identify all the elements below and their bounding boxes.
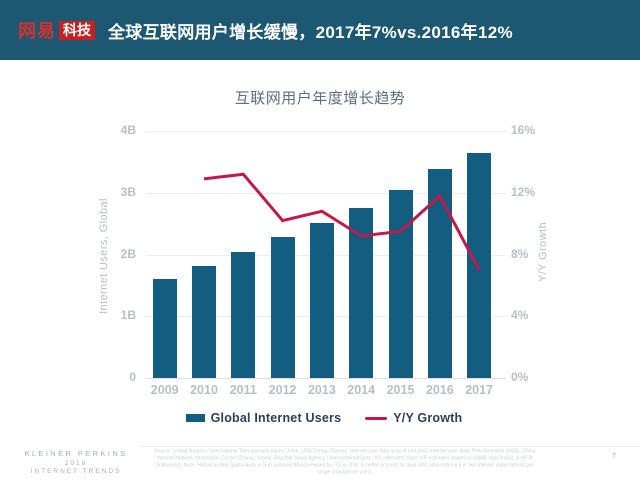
x-axis-label-2012: 2012 xyxy=(268,383,297,397)
x-axis-label-2015: 2015 xyxy=(386,383,415,397)
bar-series-swatch xyxy=(185,414,205,422)
gridline xyxy=(146,192,506,194)
page-number: 7 xyxy=(612,451,617,460)
right-axis-tick: 4% xyxy=(511,308,529,323)
plot-area xyxy=(146,131,506,379)
footer-divider xyxy=(140,446,640,447)
growth-line xyxy=(203,172,481,271)
left-axis-tick: 0 xyxy=(129,370,136,384)
left-axis-tick: 4B xyxy=(120,123,136,137)
right-axis-ticks: 16% 12% 8% 4% 0% xyxy=(511,123,571,384)
legend-item-global-internet-users: Global Internet Users xyxy=(185,411,342,425)
bar-2011 xyxy=(231,252,256,378)
bar-2012 xyxy=(270,237,295,378)
tech-logo-badge: 科技 xyxy=(59,20,95,40)
x-axis-label-2011: 2011 xyxy=(229,383,257,397)
bar-2010 xyxy=(192,265,216,378)
x-axis-label-2016: 2016 xyxy=(425,383,454,397)
headline-title: 全球互联网用户增长缓慢，2017年7%vs.2016年12% xyxy=(108,22,513,42)
left-axis-tick: 2B xyxy=(120,246,136,261)
x-axis-label-2010: 2010 xyxy=(190,383,218,397)
chart-legend: Global Internet Users Y/Y Growth xyxy=(4,411,640,425)
bar-2017 xyxy=(467,153,492,378)
brand-line-2: 2018 xyxy=(64,460,88,467)
gridline xyxy=(146,131,506,132)
legend-label-line: Y/Y Growth xyxy=(393,411,463,425)
brand-line-3: INTERNET TRENDS xyxy=(30,468,122,475)
netease-logo-text: 网易 xyxy=(18,21,56,41)
kleiner-perkins-brand: KLEINER PERKINS 2018 INTERNET TRENDS xyxy=(16,449,136,475)
x-axis-label-2013: 2013 xyxy=(307,383,336,397)
source-note: Source: United Nations / International T… xyxy=(154,448,536,475)
x-axis-label-2017: 2017 xyxy=(465,383,493,397)
x-axis-label-2014: 2014 xyxy=(347,383,376,397)
chart-title: 互联网用户年度增长趋势 xyxy=(234,90,406,107)
right-axis-tick: 0% xyxy=(511,370,529,384)
source-note-wrap: Source: United Nations / International T… xyxy=(150,448,540,478)
brand-line-1: KLEINER PERKINS xyxy=(24,449,128,458)
left-axis-tick: 3B xyxy=(120,184,136,199)
bar-2009 xyxy=(152,279,177,378)
right-axis-tick: 8% xyxy=(511,246,529,261)
x-axis-label-2009: 2009 xyxy=(150,383,179,397)
gridline xyxy=(146,378,506,379)
legend-item-yy-growth: Y/Y Growth xyxy=(341,411,462,425)
header-bar: 网易 科技 全球互联网用户增长缓慢，2017年7%vs.2016年12% xyxy=(0,0,640,60)
right-axis-tick: 12% xyxy=(511,184,536,199)
bar-2015 xyxy=(388,190,413,378)
netease-tech-logo: 网易 科技 xyxy=(18,17,95,43)
left-axis-ticks: 4B 3B 2B 1B 0 xyxy=(0,123,136,384)
legend-label-bar: Global Internet Users xyxy=(210,411,342,425)
left-axis-tick: 1B xyxy=(120,308,136,323)
right-axis-tick: 16% xyxy=(511,123,536,137)
bar-2013 xyxy=(309,223,334,378)
x-axis-labels: 2009 2010 2011 2012 2013 2014 2015 2016 2017 xyxy=(146,383,506,399)
line-series-swatch xyxy=(365,416,388,420)
